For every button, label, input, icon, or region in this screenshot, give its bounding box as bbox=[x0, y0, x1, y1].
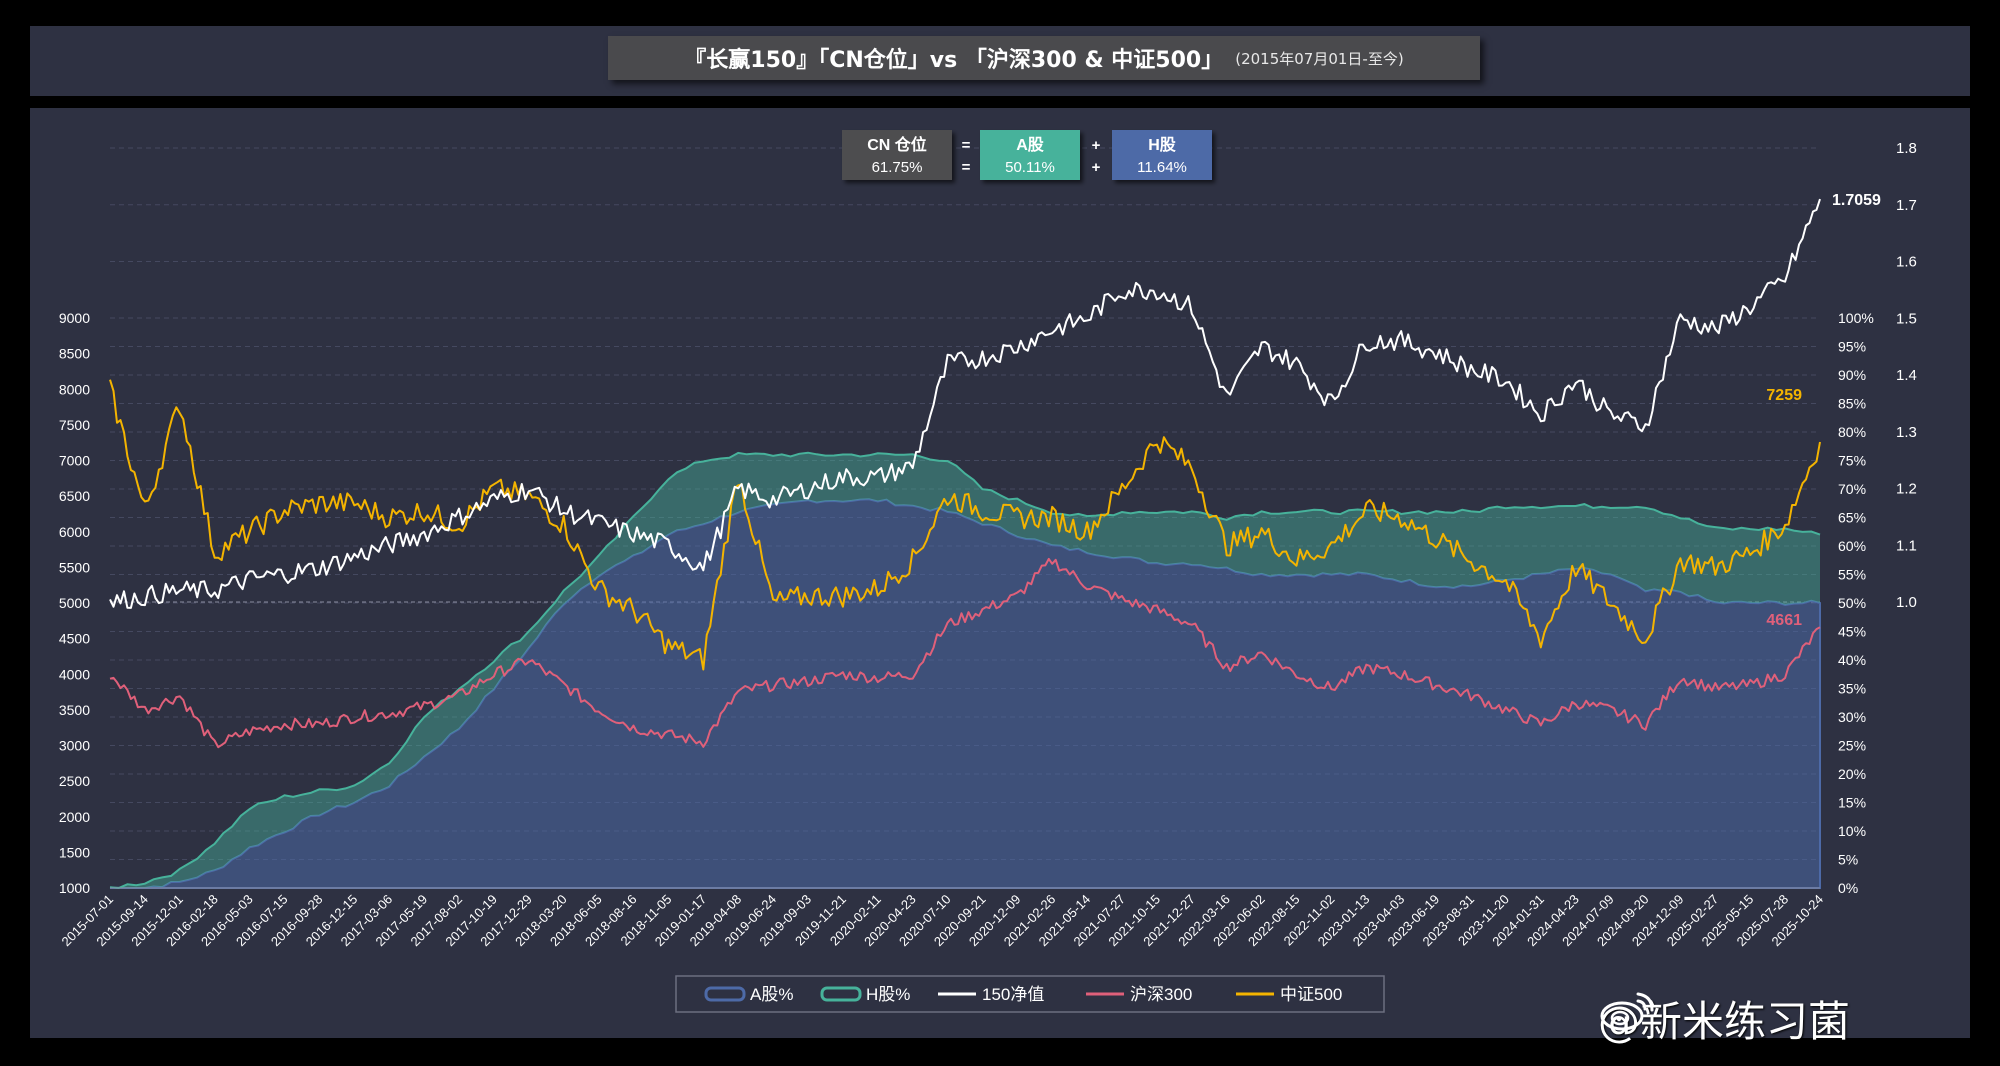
h-box bbox=[1112, 130, 1212, 180]
line-h-share bbox=[109, 451, 1821, 890]
y-left-tick-label: 2000 bbox=[59, 809, 90, 825]
legend: A股% H股% 150净值 沪深300 中证500 bbox=[675, 975, 1385, 1013]
y-right-pct-tick-label: 70% bbox=[1838, 481, 1866, 497]
area-series bbox=[109, 451, 1821, 890]
eq-sign-2: = bbox=[962, 159, 971, 176]
y-right-nav-tick-label: 1.0 bbox=[1896, 594, 1917, 611]
y-right-pct-tick-label: 90% bbox=[1838, 367, 1866, 383]
y-right-pct-tick-label: 50% bbox=[1838, 595, 1866, 611]
y-right-pct-tick-label: 5% bbox=[1838, 852, 1858, 868]
y-left-tick-label: 8500 bbox=[59, 346, 90, 362]
y-right-pct-tick-label: 25% bbox=[1838, 738, 1866, 754]
area-a-share bbox=[109, 498, 1821, 889]
y-right-pct-tick-label: 30% bbox=[1838, 709, 1866, 725]
y-right-pct-tick-label: 45% bbox=[1838, 624, 1866, 640]
y-right-nav-tick-label: 1.5 bbox=[1896, 310, 1917, 327]
y-right-pct-tick-label: 95% bbox=[1838, 339, 1866, 355]
weibo-logo-icon bbox=[1600, 992, 1654, 1031]
h-value: 11.64% bbox=[1137, 159, 1187, 176]
chart-panel: 1000 1500 2000 2500 3000 3500 4000 4500 5000 5500… bbox=[30, 108, 1970, 1038]
y-right-nav-tick-label: 1.2 bbox=[1896, 481, 1917, 498]
eq-sign-1: = bbox=[962, 137, 971, 154]
y-left-tick-label: 6500 bbox=[59, 488, 90, 504]
y-right-pct-tick-label: 55% bbox=[1838, 567, 1866, 583]
y-left-tick-label: 3000 bbox=[59, 738, 90, 754]
chart-subtitle: (2015年07月01日-至今) bbox=[1235, 49, 1404, 68]
y-left-tick-label: 6000 bbox=[59, 524, 90, 540]
y-right-pct-tick-label: 15% bbox=[1838, 795, 1866, 811]
a-box bbox=[980, 130, 1080, 180]
y-right-pct-tick-label: 85% bbox=[1838, 396, 1866, 412]
y-left-tick-label: 4000 bbox=[59, 666, 90, 682]
chart-svg: 1000 1500 2000 2500 3000 3500 4000 4500 5000 5500… bbox=[58, 130, 1917, 1013]
summary-box: CN 仓位 61.75% = = A股 50.11% + + H股 11.64% bbox=[842, 130, 1212, 180]
end-label-nav: 1.7059 bbox=[1832, 192, 1881, 209]
y-right-pct-tick-label: 80% bbox=[1838, 424, 1866, 440]
cn-box bbox=[842, 130, 952, 180]
y-left-tick-label: 9000 bbox=[59, 310, 90, 326]
legend-swatch bbox=[704, 986, 746, 1002]
y-right-pct-tick-label: 60% bbox=[1838, 538, 1866, 554]
line-csi500 bbox=[109, 379, 1821, 671]
line-nav-150 bbox=[109, 198, 1821, 609]
legend-label: 中证500 bbox=[1280, 985, 1342, 1004]
y-right-pct-tick-label: 100% bbox=[1838, 310, 1874, 326]
y-left-tick-label: 2500 bbox=[59, 773, 90, 789]
legend-swatch bbox=[820, 986, 862, 1002]
legend-label: A股% bbox=[750, 985, 793, 1004]
y-right-nav-tick-label: 1.1 bbox=[1896, 537, 1917, 554]
legend-label: 150净值 bbox=[982, 985, 1044, 1004]
y-left-tick-label: 8000 bbox=[59, 381, 90, 397]
y-left-tick-label: 5500 bbox=[59, 559, 90, 575]
cn-value: 61.75% bbox=[872, 159, 923, 176]
y-left-tick-label: 1500 bbox=[59, 844, 90, 860]
y-right-nav-tick-label: 1.8 bbox=[1896, 140, 1917, 157]
area-h-share bbox=[110, 452, 1820, 888]
cn-label: CN 仓位 bbox=[867, 135, 927, 154]
plus-sign-1: + bbox=[1092, 137, 1101, 154]
y-right-nav-tick-label: 1.4 bbox=[1896, 367, 1917, 384]
y-right-pct-tick-label: 75% bbox=[1838, 453, 1866, 469]
title-bar: 『长赢150』「CN仓位」vs 「沪深300 & 中证500」 (2015年07… bbox=[30, 26, 1970, 96]
plus-sign-2: + bbox=[1092, 159, 1101, 176]
y-right-pct-tick-label: 0% bbox=[1838, 880, 1858, 896]
y-left-tick-label: 3500 bbox=[59, 702, 90, 718]
end-label-hs300: 4661 bbox=[1766, 612, 1802, 629]
chart-title: 『长赢150』「CN仓位」vs 「沪深300 & 中证500」 bbox=[684, 48, 1224, 73]
y-left-tick-label: 1000 bbox=[59, 880, 90, 896]
h-label: H股 bbox=[1148, 136, 1177, 154]
line-hs300 bbox=[109, 557, 1821, 749]
legend-label: H股% bbox=[866, 985, 910, 1004]
y-right-nav-tick-label: 1.3 bbox=[1896, 424, 1917, 441]
y-right-pct-tick-label: 10% bbox=[1838, 823, 1866, 839]
legend-label: 沪深300 bbox=[1130, 985, 1192, 1004]
title-box: 『长赢150』「CN仓位」vs 「沪深300 & 中证500」 (2015年07… bbox=[608, 36, 1480, 80]
y-right-nav-tick-label: 1.6 bbox=[1896, 254, 1917, 271]
a-value: 50.11% bbox=[1005, 159, 1055, 176]
end-labels: 1.7059 7259 4661 bbox=[1766, 192, 1881, 629]
y-right-pct-tick-label: 40% bbox=[1838, 652, 1866, 668]
y-right-pct-tick-label: 65% bbox=[1838, 510, 1866, 526]
end-label-csi500: 7259 bbox=[1766, 387, 1802, 404]
watermark: @新米练习菌 bbox=[1598, 988, 1850, 1049]
y-left-tick-label: 7500 bbox=[59, 417, 90, 433]
y-left-tick-label: 5000 bbox=[59, 595, 90, 611]
y-left-tick-label: 7000 bbox=[59, 453, 90, 469]
y-left-tick-label: 4500 bbox=[59, 631, 90, 647]
y-right-pct-tick-label: 20% bbox=[1838, 766, 1866, 782]
y-right-nav-tick-label: 1.7 bbox=[1896, 197, 1917, 214]
a-label: A股 bbox=[1016, 136, 1045, 154]
legend-frame bbox=[675, 975, 1385, 1013]
y-right-pct-tick-label: 35% bbox=[1838, 681, 1866, 697]
line-series bbox=[109, 198, 1821, 749]
